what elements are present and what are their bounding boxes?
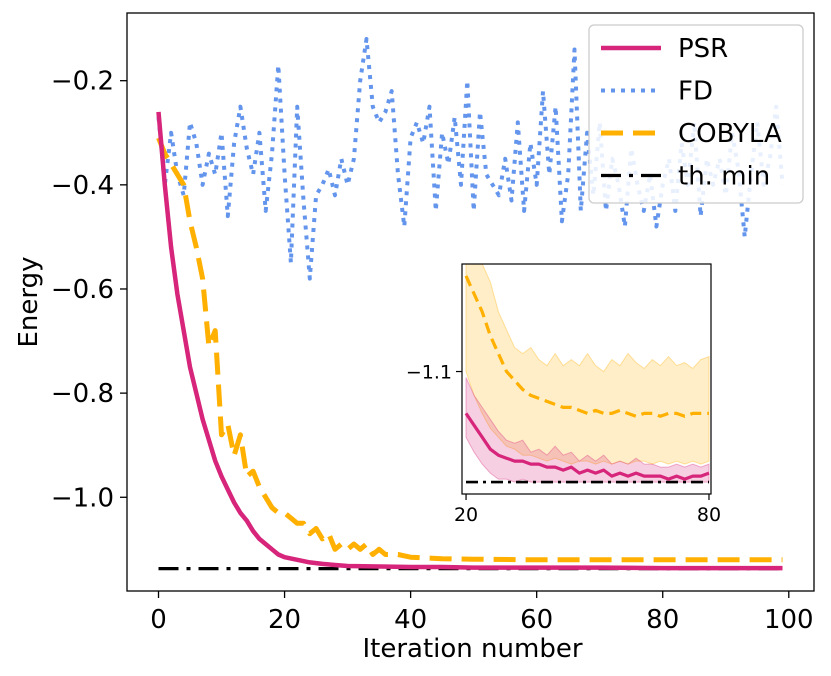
main-y-tick-label: −0.4 [51,171,114,201]
inset-x-tick-label: 20 [454,504,478,526]
main-plot-frame [126,12,815,592]
main-x-tick-label: 60 [520,605,553,635]
main-x-tick-label: 40 [394,605,427,635]
inset-cobyla-line [464,275,709,418]
legend-fd-label: FD [678,77,713,107]
main-y-tick-label: −0.2 [51,67,114,97]
legend-th-min-label: th. min [678,162,770,192]
inset-series-group [464,264,710,484]
main-y-tick-label: −1.0 [51,483,114,513]
inset-frame [461,263,712,495]
inset-y-tick-label: −1.1 [406,362,452,384]
legend: PSR FD COBYLA th. min [588,24,804,204]
inset-plot: 20 80 −1.1 [406,263,721,526]
main-x-tick-label: 0 [150,605,167,635]
legend-box [588,24,804,204]
main-y-tick-label: −0.6 [51,275,114,305]
main-x-tick-label: 100 [764,605,814,635]
main-y-tick-label: −0.8 [51,379,114,409]
inset-psr-line [464,412,710,481]
main-series-cobyla-line [156,137,783,563]
main-series-psr-line [156,111,783,571]
inset-x-tick-label: 80 [697,504,721,526]
main-x-tick-label: 80 [646,605,679,635]
main-series-group [156,37,785,571]
legend-cobyla-label: COBYLA [678,119,782,149]
x-axis-label: Iteration number [362,634,582,664]
legend-psr-label: PSR [678,34,728,64]
main-plot: 0 20 40 60 80 100 −0.2 −0.4 −0.6 −0.8 −1.0 Iteratio… [14,12,815,664]
main-series-fd-line [156,37,785,281]
y-axis-label: Energy [14,256,44,347]
main-x-tick-label: 20 [268,605,301,635]
